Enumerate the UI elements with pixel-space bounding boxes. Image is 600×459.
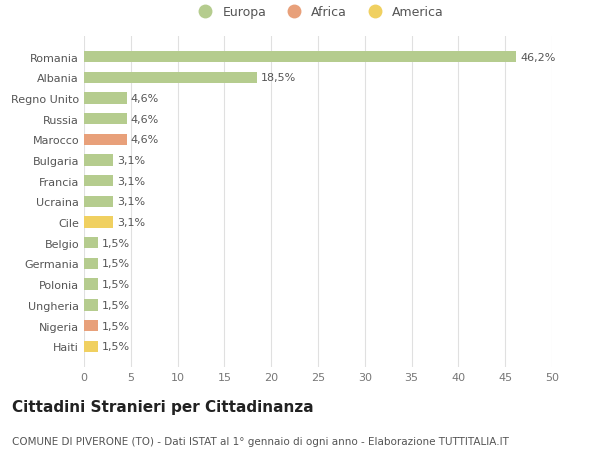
Bar bbox=[84, 52, 517, 63]
Text: 1,5%: 1,5% bbox=[102, 321, 130, 331]
Legend: Europa, Africa, America: Europa, Africa, America bbox=[187, 1, 449, 24]
Text: 1,5%: 1,5% bbox=[102, 300, 130, 310]
Bar bbox=[84, 155, 113, 166]
Bar bbox=[84, 320, 98, 331]
Text: 4,6%: 4,6% bbox=[131, 94, 159, 104]
Text: 3,1%: 3,1% bbox=[117, 156, 145, 166]
Bar bbox=[84, 238, 98, 249]
Text: Cittadini Stranieri per Cittadinanza: Cittadini Stranieri per Cittadinanza bbox=[12, 399, 314, 414]
Bar bbox=[84, 176, 113, 187]
Text: 4,6%: 4,6% bbox=[131, 114, 159, 124]
Text: 1,5%: 1,5% bbox=[102, 238, 130, 248]
Text: 1,5%: 1,5% bbox=[102, 341, 130, 352]
Bar bbox=[84, 341, 98, 352]
Text: 18,5%: 18,5% bbox=[261, 73, 296, 83]
Text: 3,1%: 3,1% bbox=[117, 176, 145, 186]
Text: 1,5%: 1,5% bbox=[102, 280, 130, 290]
Text: COMUNE DI PIVERONE (TO) - Dati ISTAT al 1° gennaio di ogni anno - Elaborazione T: COMUNE DI PIVERONE (TO) - Dati ISTAT al … bbox=[12, 436, 509, 446]
Text: 3,1%: 3,1% bbox=[117, 218, 145, 228]
Bar bbox=[84, 258, 98, 269]
Bar bbox=[84, 114, 127, 125]
Bar bbox=[84, 279, 98, 290]
Bar bbox=[84, 300, 98, 311]
Bar bbox=[84, 93, 127, 104]
Text: 1,5%: 1,5% bbox=[102, 259, 130, 269]
Bar bbox=[84, 196, 113, 207]
Bar bbox=[84, 217, 113, 228]
Text: 4,6%: 4,6% bbox=[131, 135, 159, 145]
Text: 3,1%: 3,1% bbox=[117, 197, 145, 207]
Bar bbox=[84, 134, 127, 146]
Text: 46,2%: 46,2% bbox=[520, 52, 556, 62]
Bar bbox=[84, 73, 257, 84]
